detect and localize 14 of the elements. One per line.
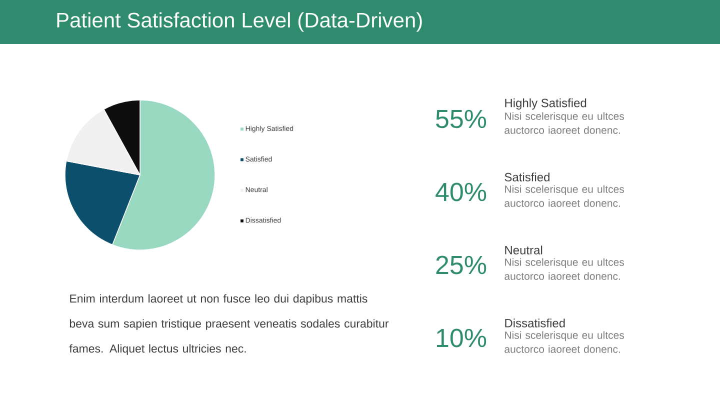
text: Nisi scelerisque eu ultces auctorco iaoreet donenc. [504,185,624,207]
text: 25% [436,256,486,274]
text: 10% [436,328,486,348]
text: 40% [436,182,486,202]
text: Highly Satisfied [505,98,586,110]
text: Satisfied [504,172,550,182]
text: Nisi scelerisque eu ultces auctorco iaoreet donenc. [504,258,624,280]
chart-title: Patient Satisfaction Level (Data-Driven) [57,12,422,32]
text: 55% [436,110,486,128]
text: Enim interdum laoreet ut non fusce leo dui dapibus mattis beva sum sapien tristique praesent veneatis sodales curabitur fames. Aliquet lectus ultricies nec. [69,294,389,355]
text: Nisi scelerisque eu ultces auctorco iaoreet donenc. [504,112,624,134]
text: Nisi scelerisque eu ultces auctorco iaoreet donenc. [504,331,624,353]
text: Neutral [505,246,542,254]
text: Dissatisfied [505,318,565,328]
